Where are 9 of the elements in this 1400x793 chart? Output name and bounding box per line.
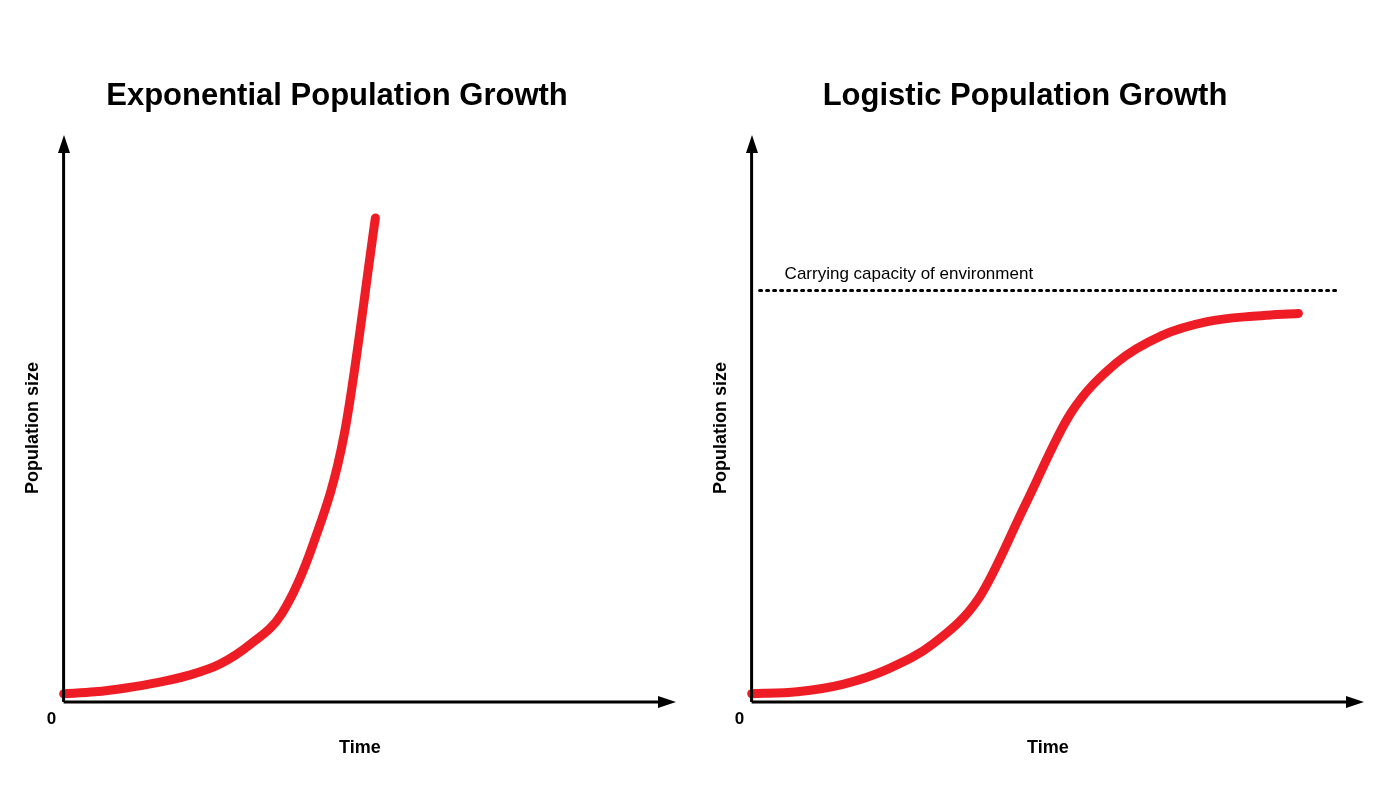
ref-line-label: Carrying capacity of environment — [784, 263, 1034, 283]
text: 0 — [734, 709, 745, 729]
x-axis-title: Time — [338, 737, 381, 758]
text: 0 — [46, 709, 57, 729]
chart-title: Exponential Population Growth — [106, 77, 568, 113]
x-axis-title: Time — [1026, 737, 1069, 758]
y-axis-title: Population size — [21, 362, 42, 495]
chart-title: Logistic Population Growth — [822, 77, 1228, 113]
y-axis-title: Population size — [709, 362, 730, 495]
